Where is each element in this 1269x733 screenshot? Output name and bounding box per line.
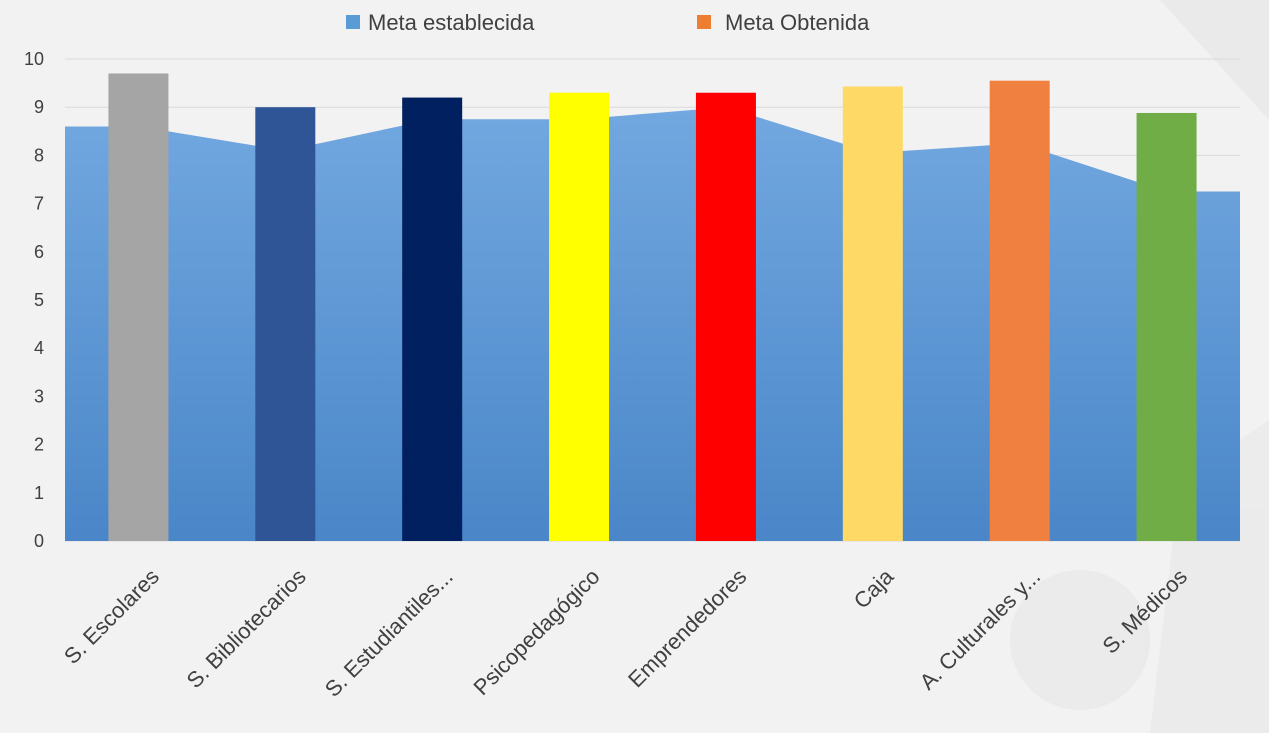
y-tick-label: 4 [34,338,44,358]
y-tick-label: 1 [34,483,44,503]
y-tick-label: 6 [34,242,44,262]
bar-meta-obtenida [1136,112,1197,541]
legend-label-meta-obtenida: Meta Obtenida [725,10,870,35]
x-category-label: S. Escolares [59,564,164,669]
bar-meta-obtenida [255,107,316,541]
bar-meta-obtenida [989,80,1050,541]
legend-swatch-meta-establecida [346,15,360,29]
bar-meta-obtenida [108,73,169,542]
x-category-label: S. Bibliotecarios [182,564,311,693]
y-tick-label: 10 [24,49,44,69]
x-category-label: S. Estudiantiles... [320,564,458,702]
x-category-label: Emprendedores [623,564,751,692]
y-tick-label: 2 [34,435,44,455]
y-tick-label: 7 [34,194,44,214]
series-bars-meta-obtenida [108,73,1197,542]
y-tick-label: 8 [34,145,44,165]
legend-swatch-meta-obtenida [697,15,711,29]
y-axis-ticks: 0 1 2 3 4 5 6 7 8 9 10 [24,49,44,551]
bar-meta-obtenida [842,86,903,541]
bar-meta-obtenida [695,92,756,542]
y-tick-label: 3 [34,386,44,406]
series-area-meta-establecida [65,107,1240,541]
legend-label-meta-establecida: Meta establecida [368,10,535,35]
area-meta-establecida [65,107,1240,541]
bar-meta-obtenida [402,97,463,541]
y-tick-label: 0 [34,531,44,551]
x-category-label: Caja [849,563,899,613]
x-category-label: Psicopedagógico [468,564,604,700]
y-tick-label: 9 [34,97,44,117]
y-tick-label: 5 [34,290,44,310]
bar-meta-obtenida [549,92,610,542]
legend: Meta establecida Meta Obtenida [346,10,870,35]
